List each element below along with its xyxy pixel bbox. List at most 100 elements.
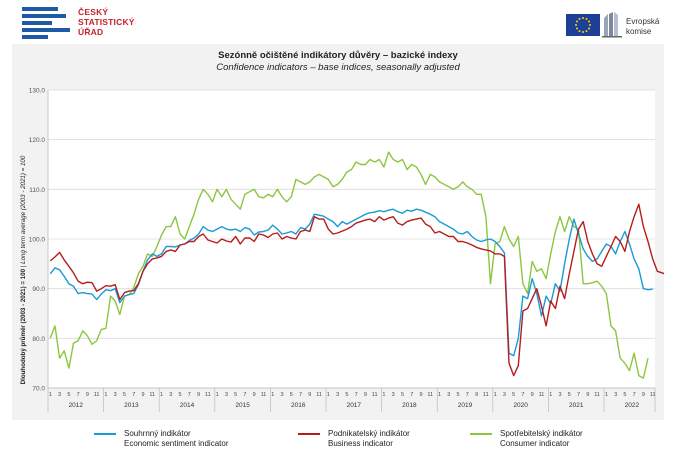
x-tick-label: 9 xyxy=(197,392,200,398)
x-tick-label: 1 xyxy=(549,392,552,398)
legend-label-business-cz: Podnikatelský indikátor xyxy=(328,429,410,438)
year-label: 2017 xyxy=(347,402,362,409)
x-tick-label: 5 xyxy=(623,392,626,398)
chart-title: Sezónně očištěné indikátory důvěry – baz… xyxy=(218,50,458,61)
x-tick-label: 11 xyxy=(372,392,378,398)
x-tick-label: 7 xyxy=(633,392,636,398)
y-tick-label: 80.0 xyxy=(32,336,45,343)
x-tick-label: 1 xyxy=(271,392,274,398)
chart-titles: Sezónně očištěné indikátory důvěry – baz… xyxy=(12,50,664,74)
year-label: 2019 xyxy=(458,402,473,409)
x-tick-label: 11 xyxy=(427,392,433,398)
legend-label-economic-en: Economic sentiment indicator xyxy=(124,439,229,448)
eu-flag-icon xyxy=(566,14,600,36)
x-tick-label: 9 xyxy=(531,392,534,398)
x-tick-label: 9 xyxy=(642,392,645,398)
header: ČESKÝ STATISTICKÝ ÚŘAD Evropská komise xyxy=(0,0,674,44)
x-tick-label: 5 xyxy=(512,392,515,398)
eu-building-icon xyxy=(602,12,622,38)
x-tick-label: 11 xyxy=(94,392,100,398)
x-tick-label: 3 xyxy=(392,392,395,398)
x-tick-label: 5 xyxy=(568,392,571,398)
x-tick-label: 11 xyxy=(149,392,155,398)
year-label: 2013 xyxy=(124,402,139,409)
x-tick-label: 9 xyxy=(253,392,256,398)
legend: Souhrnný indikátor Economic sentiment in… xyxy=(12,421,664,475)
x-axis: 1 3 5 7 9 11 1 3 5 7 9 11 1 3 5 7 9 11 1 3 5 7 9 11 1 3 5 7 9 11 1 3 5 7 9… xyxy=(47,388,656,412)
x-tick-label: 5 xyxy=(290,392,293,398)
y-axis-label: Dlouhodobý průměr (2003 - 2021) = 100 | … xyxy=(20,155,27,384)
x-tick-label: 11 xyxy=(261,392,267,398)
year-label: 2014 xyxy=(180,402,195,409)
x-tick-label: 9 xyxy=(419,392,422,398)
x-tick-label: 5 xyxy=(123,392,126,398)
series-line-1 xyxy=(49,203,664,377)
legend-label-business-en: Business indicator xyxy=(328,439,393,448)
y-axis-title-cz: Dlouhodobý průměr (2003 - 2021) = 100 xyxy=(20,268,27,384)
eu-logo[interactable]: Evropská komise xyxy=(566,6,670,40)
x-tick-label: 9 xyxy=(141,392,144,398)
x-tick-label: 7 xyxy=(243,392,246,398)
x-tick-label: 1 xyxy=(327,392,330,398)
csu-name-line1: ČESKÝ xyxy=(78,7,109,17)
x-tick-label: 3 xyxy=(614,392,617,398)
x-tick-label: 7 xyxy=(299,392,302,398)
x-tick-label: 5 xyxy=(401,392,404,398)
year-label: 2021 xyxy=(569,402,584,409)
csu-name-line3: ÚŘAD xyxy=(78,27,104,37)
year-label: 2016 xyxy=(291,402,306,409)
x-tick-label: 3 xyxy=(336,392,339,398)
legend-label-consumer-cz: Spotřebitelský indikátor xyxy=(500,429,583,438)
x-tick-label: 3 xyxy=(558,392,561,398)
x-tick-label: 1 xyxy=(494,392,497,398)
legend-swatch-business xyxy=(298,433,320,435)
x-tick-label: 7 xyxy=(577,392,580,398)
y-axis: 70.0 80.0 90.0 100.0 110.0 120.0 130.0 xyxy=(29,88,46,393)
y-axis-title-separator: | xyxy=(20,264,27,267)
x-tick-label: 9 xyxy=(586,392,589,398)
x-tick-label: 5 xyxy=(234,392,237,398)
year-label: 2012 xyxy=(69,402,84,409)
y-tick-label: 90.0 xyxy=(32,286,45,293)
x-tick-label: 1 xyxy=(216,392,219,398)
x-tick-label: 7 xyxy=(188,392,191,398)
x-tick-label: 7 xyxy=(355,392,358,398)
eu-logo-name: Evropská komise xyxy=(626,17,659,37)
x-tick-label: 1 xyxy=(104,392,107,398)
x-tick-label: 11 xyxy=(316,392,322,398)
csu-logo-icon xyxy=(22,7,74,39)
x-tick-label: 1 xyxy=(605,392,608,398)
x-tick-label: 7 xyxy=(77,392,80,398)
series-line-0 xyxy=(49,208,653,357)
y-axis-title: Dlouhodobý průměr (2003 - 2021) = 100 | … xyxy=(20,155,27,384)
x-tick-label: 3 xyxy=(280,392,283,398)
x-tick-label: 11 xyxy=(650,392,656,398)
x-tick-label: 5 xyxy=(179,392,182,398)
eu-name-line1: Evropská xyxy=(626,17,660,26)
eu-name-line2: komise xyxy=(626,27,652,36)
x-tick-label: 3 xyxy=(503,392,506,398)
series-line-2 xyxy=(49,151,649,379)
x-tick-label: 1 xyxy=(160,392,163,398)
series-lines xyxy=(49,151,664,379)
legend-label-consumer-en: Consumer indicator xyxy=(500,439,570,448)
x-tick-label: 3 xyxy=(114,392,117,398)
year-label: 2018 xyxy=(402,402,417,409)
x-tick-label: 9 xyxy=(475,392,478,398)
year-label: 2022 xyxy=(625,402,640,409)
x-tick-label: 3 xyxy=(169,392,172,398)
x-tick-label: 9 xyxy=(364,392,367,398)
x-tick-label: 1 xyxy=(49,392,52,398)
year-label: 2015 xyxy=(235,402,250,409)
year-label: 2020 xyxy=(513,402,528,409)
x-tick-label: 5 xyxy=(457,392,460,398)
csu-name-line2: STATISTICKÝ xyxy=(78,17,135,27)
x-tick-label: 5 xyxy=(345,392,348,398)
csu-logo[interactable]: ČESKÝ STATISTICKÝ ÚŘAD xyxy=(22,7,152,39)
y-tick-label: 70.0 xyxy=(32,386,45,393)
x-tick-label: 9 xyxy=(86,392,89,398)
x-tick-label: 1 xyxy=(438,392,441,398)
x-tick-label: 11 xyxy=(594,392,600,398)
x-tick-label: 5 xyxy=(67,392,70,398)
legend-swatch-consumer xyxy=(470,433,492,435)
